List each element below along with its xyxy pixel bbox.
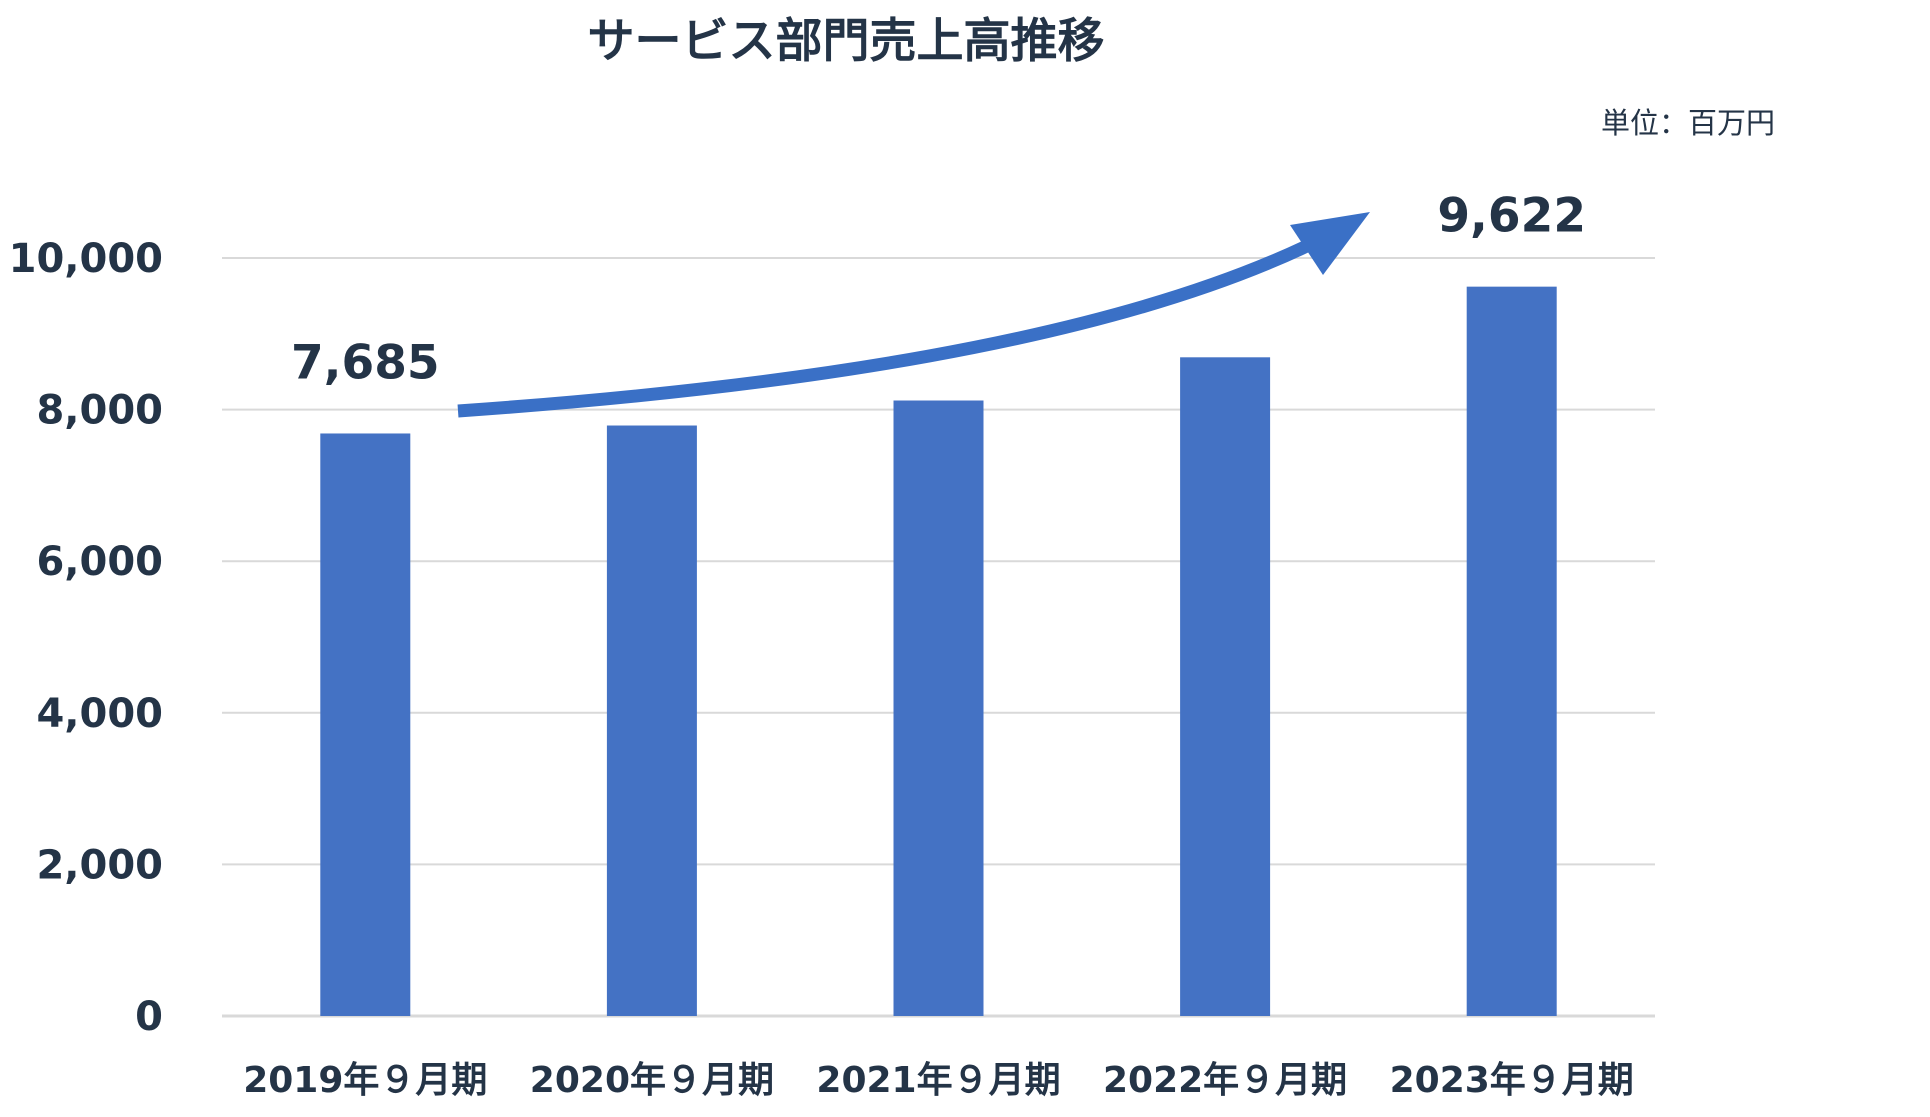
bars (320, 286, 1557, 1017)
x-tick-label: 2023年９月期 (1390, 1060, 1634, 1101)
y-axis-tick-labels: 0 2,000 4,000 6,000 8,000 10,000 (9, 236, 163, 1040)
x-tick-label: 2022年９月期 (1103, 1060, 1347, 1101)
x-tick-label: 2021年９月期 (816, 1060, 1060, 1101)
chart-title: サービス部門売上高推移 (588, 14, 1105, 69)
trend-arrow-shaft (457, 226, 1339, 418)
y-tick-label: 0 (135, 994, 163, 1040)
y-tick-label: 10,000 (9, 236, 163, 282)
x-tick-label: 2020年９月期 (530, 1060, 774, 1101)
trend-arrow (457, 212, 1370, 418)
bar (1466, 286, 1557, 1016)
bar (606, 425, 697, 1016)
x-tick-label: 2019年９月期 (243, 1060, 487, 1101)
y-tick-label: 2,000 (36, 842, 163, 888)
bar (1180, 357, 1271, 1017)
data-label: 9,622 (1437, 189, 1586, 244)
unit-label: 単位：百万円 (1601, 106, 1775, 140)
y-tick-label: 4,000 (36, 691, 163, 737)
bar (320, 433, 411, 1016)
y-tick-label: 6,000 (36, 539, 163, 585)
trend-arrow-head (1290, 212, 1370, 275)
data-label: 7,685 (291, 335, 440, 390)
x-axis-tick-labels: 2019年９月期 2020年９月期 2021年９月期 2022年９月期 2023年９月期 (243, 1060, 1634, 1101)
bar (893, 400, 984, 1016)
data-labels: 7,685 9,622 (291, 189, 1586, 391)
y-tick-label: 8,000 (36, 388, 163, 434)
